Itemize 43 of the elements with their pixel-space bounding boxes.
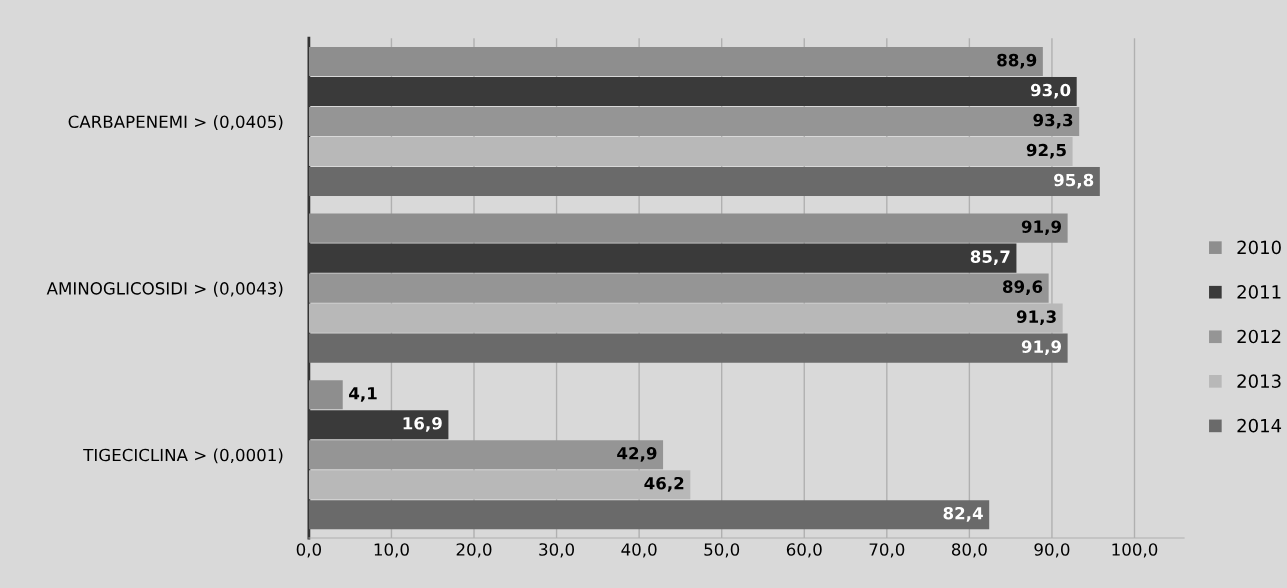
x-tick-label: 80,0 <box>951 543 987 558</box>
data-label: 82,4 <box>943 506 983 522</box>
data-label: 46,2 <box>644 476 684 492</box>
data-label: 85,7 <box>970 250 1010 266</box>
x-tick-label: 90,0 <box>1034 543 1070 558</box>
bar <box>308 500 990 530</box>
x-tick-label: 100,0 <box>1112 543 1158 558</box>
legend-label: 2014 <box>1237 418 1282 433</box>
data-label: 93,3 <box>1033 113 1073 129</box>
x-tick-label: 30,0 <box>539 543 575 558</box>
x-tick-label: 50,0 <box>704 543 740 558</box>
bar <box>308 47 1043 77</box>
data-label: 93,0 <box>1030 83 1071 99</box>
data-label: 88,9 <box>997 53 1037 69</box>
x-tick-label: 0,0 <box>296 543 322 558</box>
bar <box>308 380 343 410</box>
y-tick-label: CARBAPENEMI > (0,0405) <box>68 115 283 131</box>
data-label: 91,9 <box>1021 340 1062 356</box>
bar <box>308 440 664 470</box>
legend-label: 2012 <box>1237 329 1281 344</box>
data-label: 91,3 <box>1016 310 1056 326</box>
bar <box>308 166 1100 197</box>
data-label: 4,1 <box>349 387 377 402</box>
legend-label: 2013 <box>1237 374 1281 388</box>
y-tick-label: TIGECICLINA > (0,0001) <box>83 448 283 464</box>
data-label: 16,9 <box>403 416 442 432</box>
data-label: 91,9 <box>1021 220 1062 236</box>
data-label: 89,6 <box>1002 280 1043 296</box>
legend-label: 2011 <box>1237 285 1281 299</box>
data-label: 92,5 <box>1026 143 1066 159</box>
legend-label: 2010 <box>1237 240 1281 255</box>
x-tick-label: 10,0 <box>374 543 409 558</box>
bar <box>308 273 1049 303</box>
x-tick-label: 20,0 <box>456 543 492 558</box>
data-label: 42,9 <box>617 446 657 462</box>
bar <box>308 106 1080 137</box>
y-tick-label: AMINOGLICOSIDI > (0,0043) <box>46 281 283 297</box>
x-tick-label: 70,0 <box>869 543 905 558</box>
x-tick-label: 40,0 <box>621 543 657 558</box>
bar <box>308 213 1068 243</box>
data-label: 95,8 <box>1054 173 1094 189</box>
bar <box>308 333 1068 363</box>
x-tick-label: 60,0 <box>786 543 822 558</box>
